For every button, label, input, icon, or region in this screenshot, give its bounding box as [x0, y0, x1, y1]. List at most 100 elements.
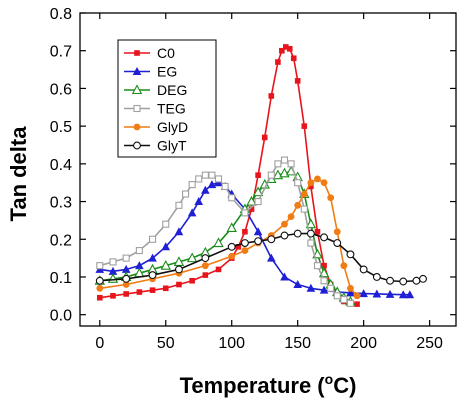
legend-label: C0 [157, 45, 175, 61]
data-point [110, 293, 116, 299]
legend-item: TEG [124, 101, 186, 117]
data-point [346, 250, 355, 259]
data-point [300, 205, 308, 213]
axes: 0 50 100 150 200 250 0.0 0.1 0.2 0.3 0.4 0.5 0.6 0.7 0… [50, 6, 456, 352]
legend-item: GlyT [124, 138, 187, 154]
series-layer [94, 44, 427, 307]
data-point [287, 213, 295, 221]
data-point [253, 227, 263, 236]
y-tick-label: 0.5 [50, 119, 72, 136]
data-point [359, 265, 368, 274]
legend-marker [131, 84, 143, 95]
data-point [174, 265, 183, 274]
data-point [188, 181, 196, 189]
data-point [267, 171, 275, 179]
data-point [240, 239, 249, 247]
data-point [333, 228, 341, 236]
data-point [294, 78, 301, 84]
data-point [290, 55, 297, 62]
y-tick-label: 0.4 [50, 157, 72, 174]
data-point [294, 179, 302, 187]
data-point [293, 280, 302, 289]
y-tick-label: 0.3 [50, 195, 72, 212]
data-point [148, 271, 157, 280]
data-point [321, 262, 327, 269]
data-point [333, 292, 341, 300]
data-point [306, 229, 315, 238]
legend-label: DEG [157, 82, 187, 98]
data-point [340, 296, 348, 304]
data-point [207, 180, 217, 189]
data-point [215, 266, 222, 273]
legend-label: EG [157, 64, 177, 80]
data-point [162, 285, 169, 292]
x-tick-label: 50 [157, 335, 175, 352]
data-point [320, 179, 328, 187]
data-point [314, 228, 321, 235]
data-point [320, 233, 329, 242]
data-point [385, 289, 395, 298]
data-point [300, 190, 308, 198]
data-point [261, 134, 268, 141]
data-point [96, 262, 104, 270]
data-point [122, 281, 130, 288]
data-point [308, 183, 314, 190]
legend-item: DEG [124, 82, 187, 98]
data-point [305, 218, 317, 229]
data-point [148, 253, 157, 262]
data-point [201, 254, 210, 263]
data-point [333, 239, 342, 247]
data-point [252, 186, 264, 197]
data-point [201, 185, 210, 194]
data-point [226, 222, 237, 233]
legend-item: EG [124, 64, 177, 80]
data-point [235, 244, 242, 250]
data-point [319, 285, 329, 294]
legend-label: GlyD [157, 119, 188, 135]
data-point [241, 247, 249, 254]
data-point [405, 290, 415, 299]
data-point [96, 294, 103, 301]
data-point [202, 272, 209, 278]
data-point [283, 44, 289, 50]
data-point [313, 262, 322, 270]
x-axis-label-main: Temperature ( [180, 373, 326, 398]
data-point [189, 277, 195, 284]
data-point [274, 160, 282, 168]
data-point [208, 171, 216, 179]
data-point [372, 273, 381, 281]
data-point [246, 195, 257, 206]
data-point [122, 274, 131, 283]
data-point [307, 179, 315, 187]
x-axis-label-degree: o [325, 371, 334, 387]
legend-marker [133, 104, 141, 113]
data-point [227, 242, 236, 251]
data-point [293, 229, 302, 238]
legend-marker [133, 123, 141, 131]
data-point [419, 274, 427, 283]
x-tick-label: 0 [95, 335, 104, 352]
y-tick-label: 0.7 [50, 44, 72, 61]
y-tick-label: 0.2 [50, 232, 72, 249]
data-point [314, 175, 321, 183]
y-tick-label: 0.6 [50, 81, 72, 98]
series-glyd [96, 175, 361, 300]
data-point [214, 175, 223, 183]
data-point [275, 59, 281, 65]
data-point [242, 228, 248, 235]
data-point [306, 283, 316, 292]
data-point [255, 172, 261, 178]
data-point [279, 47, 285, 54]
data-point [286, 46, 293, 52]
data-point [176, 281, 182, 288]
data-point [280, 272, 289, 281]
data-point [221, 182, 229, 191]
x-tick-label: 200 [350, 335, 377, 352]
data-point [280, 231, 289, 240]
data-point [267, 235, 276, 244]
data-point [268, 93, 275, 99]
data-point [149, 235, 157, 243]
series-glyt [95, 229, 427, 286]
data-point [195, 175, 203, 183]
x-axis-label-unit: C) [333, 373, 356, 398]
